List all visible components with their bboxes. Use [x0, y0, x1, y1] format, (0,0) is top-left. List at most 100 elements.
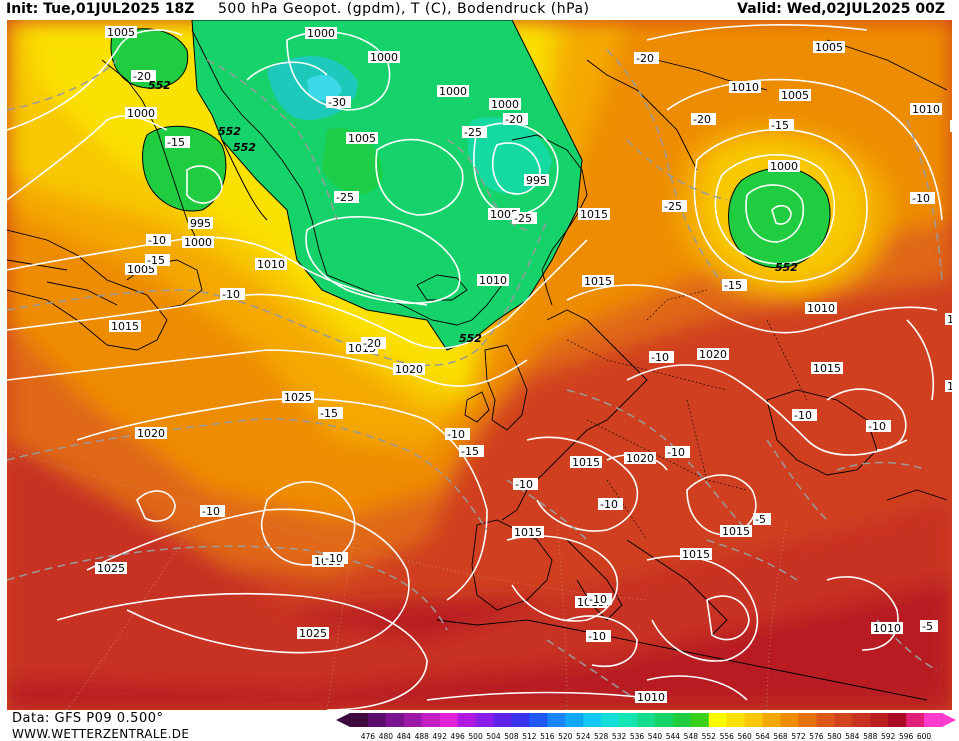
colorbar-tick-label: 560	[738, 732, 753, 740]
colorbar-tick-label: 532	[612, 732, 627, 740]
low-geopotential-russia	[728, 167, 831, 269]
temperature-label-bg	[910, 192, 935, 204]
colorbar-tick-label: 492	[433, 732, 448, 740]
isobar-label-bg	[871, 622, 903, 634]
isobar-label: 1010	[637, 691, 665, 704]
temperature-label: -25	[464, 126, 482, 139]
temperature-label: -25	[514, 212, 532, 225]
colorbar-tick-label: 516	[540, 732, 555, 740]
isobar-label: 1015	[722, 525, 750, 538]
colorbar-swatch	[475, 713, 494, 727]
isobar-label-bg	[729, 81, 761, 93]
colorbar-tick-label: 572	[791, 732, 806, 740]
isobar-label: 1005	[490, 208, 518, 221]
colorbar-tick-label: 504	[486, 732, 501, 740]
isobar-label: 1015	[572, 456, 600, 469]
data-source-label: Data: GFS P09 0.500°	[12, 711, 164, 726]
colorbar-swatch	[744, 713, 764, 727]
isobar-label: 1010	[873, 622, 901, 635]
isobar-label-bg	[578, 208, 610, 220]
colorbar-swatch	[852, 713, 871, 727]
colorbar-swatch	[529, 713, 548, 727]
temperature-label: -15	[320, 407, 338, 420]
geopotential-labels: 552 552 552 552 552	[148, 79, 798, 345]
temperature-labels: -20 -15 -10 -15 -10 -10 -10 -30 -25 -20 -25 -25 -20 -…	[131, 52, 952, 643]
temperature-label: -10	[600, 498, 618, 511]
temperature-label-bg	[513, 478, 538, 490]
colorbar-swatch	[816, 713, 835, 727]
colorbar-swatch	[672, 713, 692, 727]
isobar-label: 1010	[731, 81, 759, 94]
temperature-label: -15	[771, 119, 789, 132]
geopotential-552-label: 552	[459, 332, 482, 345]
isobar-label: 995	[526, 174, 547, 187]
colorbar-swatch	[403, 713, 423, 727]
colorbar-swatch	[565, 713, 584, 727]
init-time: Init: Tue,01JUL2025 18Z	[6, 1, 195, 17]
temperature-label: -10	[651, 351, 669, 364]
temperature-label: -10	[667, 446, 685, 459]
temperature-label: -10	[912, 192, 930, 205]
colorbar-tick-label: 596	[899, 732, 914, 740]
temperature-label: -10	[325, 552, 343, 565]
temperature-label-bg	[334, 191, 359, 203]
temperature-label-bg	[318, 407, 343, 419]
isobar-label: 1015	[111, 320, 139, 333]
isobar-label-bg	[945, 313, 952, 325]
temperature-label-bg	[459, 445, 484, 457]
temperature-label-bg	[866, 420, 891, 432]
colorbar-tick-label: 484	[397, 732, 412, 740]
colorbar-tick-label: 548	[684, 732, 699, 740]
colorbar-swatch	[708, 713, 728, 727]
colorbar-tick-label: 544	[666, 732, 681, 740]
temperature-label-bg	[220, 288, 245, 300]
isobar-label: 1000	[370, 51, 398, 64]
isobar-label: 1020	[395, 363, 423, 376]
colorbar-tick-label: 540	[648, 732, 663, 740]
isobar-label: 1010	[947, 313, 952, 326]
colorbar-tick-label: 568	[773, 732, 788, 740]
isobar-label-bg	[368, 51, 400, 63]
isobar-label-bg	[105, 26, 137, 38]
temperature-label: -25	[336, 191, 354, 204]
colorbar-swatch	[350, 713, 369, 727]
colorbar-swatch	[457, 713, 476, 727]
temperature-label-bg	[131, 70, 156, 82]
geopotential-552-label: 552	[775, 261, 798, 274]
isobar-label: 1000	[307, 27, 335, 40]
isobar-label: 1015	[682, 548, 710, 561]
colorbar-swatch	[888, 713, 907, 727]
isobar-label: 1015	[514, 526, 542, 539]
isobar-label-bg	[945, 380, 952, 392]
temperature-label: -10	[447, 428, 465, 441]
isobar-label: 1020	[137, 427, 165, 440]
temperature-label-bg	[634, 52, 659, 64]
isobar-label-bg	[188, 217, 213, 229]
isobar-label-bg	[393, 363, 425, 375]
colorbar-swatch	[367, 713, 387, 727]
colorbar-swatch	[439, 713, 459, 727]
isobar-label-bg	[805, 302, 837, 314]
colorbar-tick-label: 552	[702, 732, 717, 740]
isobar-label: 1010	[479, 274, 507, 287]
colorbar-swatch	[924, 713, 943, 727]
temperature-label-bg	[665, 446, 690, 458]
isobar-label-bg	[512, 526, 544, 538]
temperature-label: -20	[505, 113, 523, 126]
colorbar-swatch	[493, 713, 512, 727]
temperature-label: -5	[755, 513, 766, 526]
temperature-label: -20	[133, 70, 151, 83]
temperature-label-bg	[587, 593, 612, 605]
temperature-label-bg	[323, 552, 348, 564]
colorbar-swatch	[690, 713, 710, 727]
isobar-label-bg	[910, 103, 942, 115]
colorbar-tick-label: 524	[576, 732, 591, 740]
temperature-label-bg	[445, 428, 470, 440]
isobar-label-bg	[779, 89, 811, 101]
geopotential-552-label: 552	[233, 141, 256, 154]
temperature-label-bg	[503, 113, 528, 125]
colorbar-tick-label: 520	[558, 732, 573, 740]
isobar-label: 1010	[912, 103, 940, 116]
temperature-label-bg	[326, 96, 351, 108]
